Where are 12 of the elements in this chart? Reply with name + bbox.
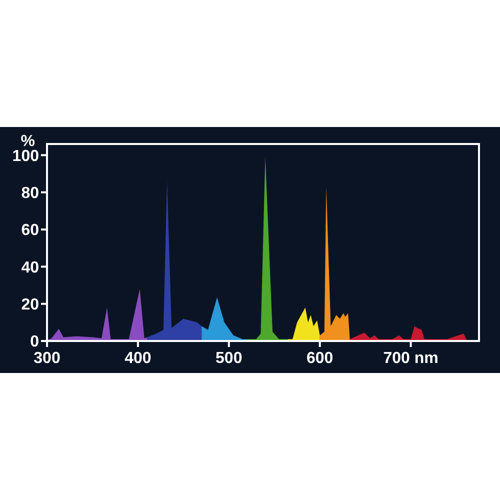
x-tick-label: 300 [34, 350, 60, 367]
x-tick-label: 700 nm [383, 350, 438, 367]
x-tick-label: 600 [306, 350, 334, 367]
y-tick-label: 20 [21, 296, 40, 314]
y-tick-label: 0 [30, 334, 40, 351]
x-tick-label: 500 [216, 350, 242, 367]
y-tick-label: 60 [21, 222, 40, 240]
y-tick-label: 100 [12, 148, 40, 165]
y-tick-label: 40 [21, 259, 40, 276]
y-tick-label: 80 [21, 184, 40, 202]
y-axis-title: % [20, 133, 35, 150]
x-tick-label: 400 [124, 350, 152, 367]
